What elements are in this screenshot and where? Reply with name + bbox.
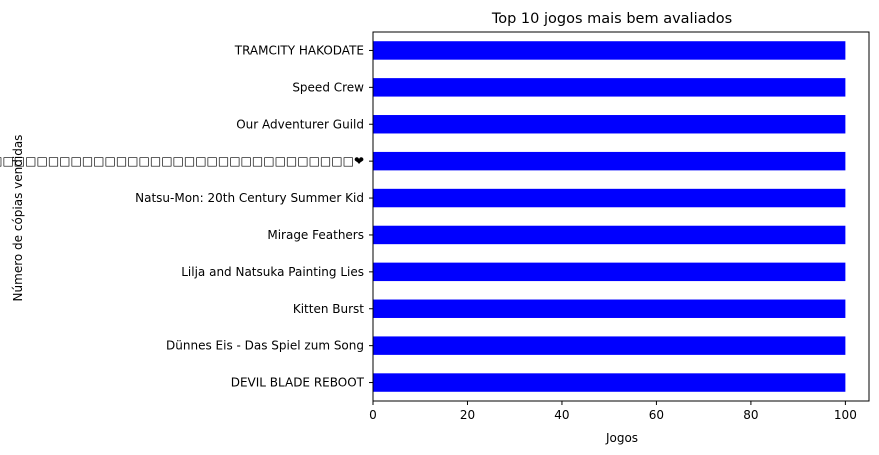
x-tick-label: 40 — [554, 408, 569, 422]
x-tick-label: 20 — [460, 408, 475, 422]
x-tick-label: 100 — [834, 408, 857, 422]
bar — [373, 373, 846, 392]
y-tick-label: Mirage Feathers — [267, 228, 364, 242]
y-tick-label: Dünnes Eis - Das Spiel zum Song — [166, 339, 364, 353]
bar — [373, 41, 846, 60]
x-tick-label: 80 — [743, 408, 758, 422]
y-tick-label: DEVIL BLADE REBOOT — [231, 376, 365, 390]
y-tick-label: Natsu-Mon: 20th Century Summer Kid — [135, 191, 364, 205]
x-tick-label: 60 — [649, 408, 664, 422]
x-tick-label: 0 — [369, 408, 377, 422]
y-tick-label: Lilja and Natsuka Painting Lies — [181, 265, 364, 279]
y-axis-title: Número de cópias vendidas — [11, 135, 25, 302]
bars-layer — [373, 41, 846, 392]
plot-frame — [372, 31, 870, 402]
bar — [373, 299, 846, 318]
y-tick-label: Speed Crew — [292, 80, 364, 94]
bar — [373, 225, 846, 245]
y-tick-label: Kitten Burst — [293, 302, 364, 316]
x-axis-title: Jogos — [605, 431, 638, 445]
axes-layer: TRAMCITY HAKODATE Speed Crew Our Adventure… — [0, 31, 870, 422]
y-tick-label: Our Adventurer Guild — [236, 117, 364, 131]
bar — [373, 188, 846, 208]
y-tick-label: Oji-Mama/□□□□□□□□□□□□□□□□□□□□□□□□□□□□□□□… — [0, 154, 364, 168]
bar — [373, 151, 846, 171]
bar — [373, 336, 846, 355]
y-tick-label: TRAMCITY HAKODATE — [234, 43, 364, 57]
chart-title: Top 10 jogos mais bem avaliados — [491, 11, 732, 27]
bar — [373, 78, 846, 97]
bar — [373, 115, 846, 134]
bar — [373, 262, 846, 282]
